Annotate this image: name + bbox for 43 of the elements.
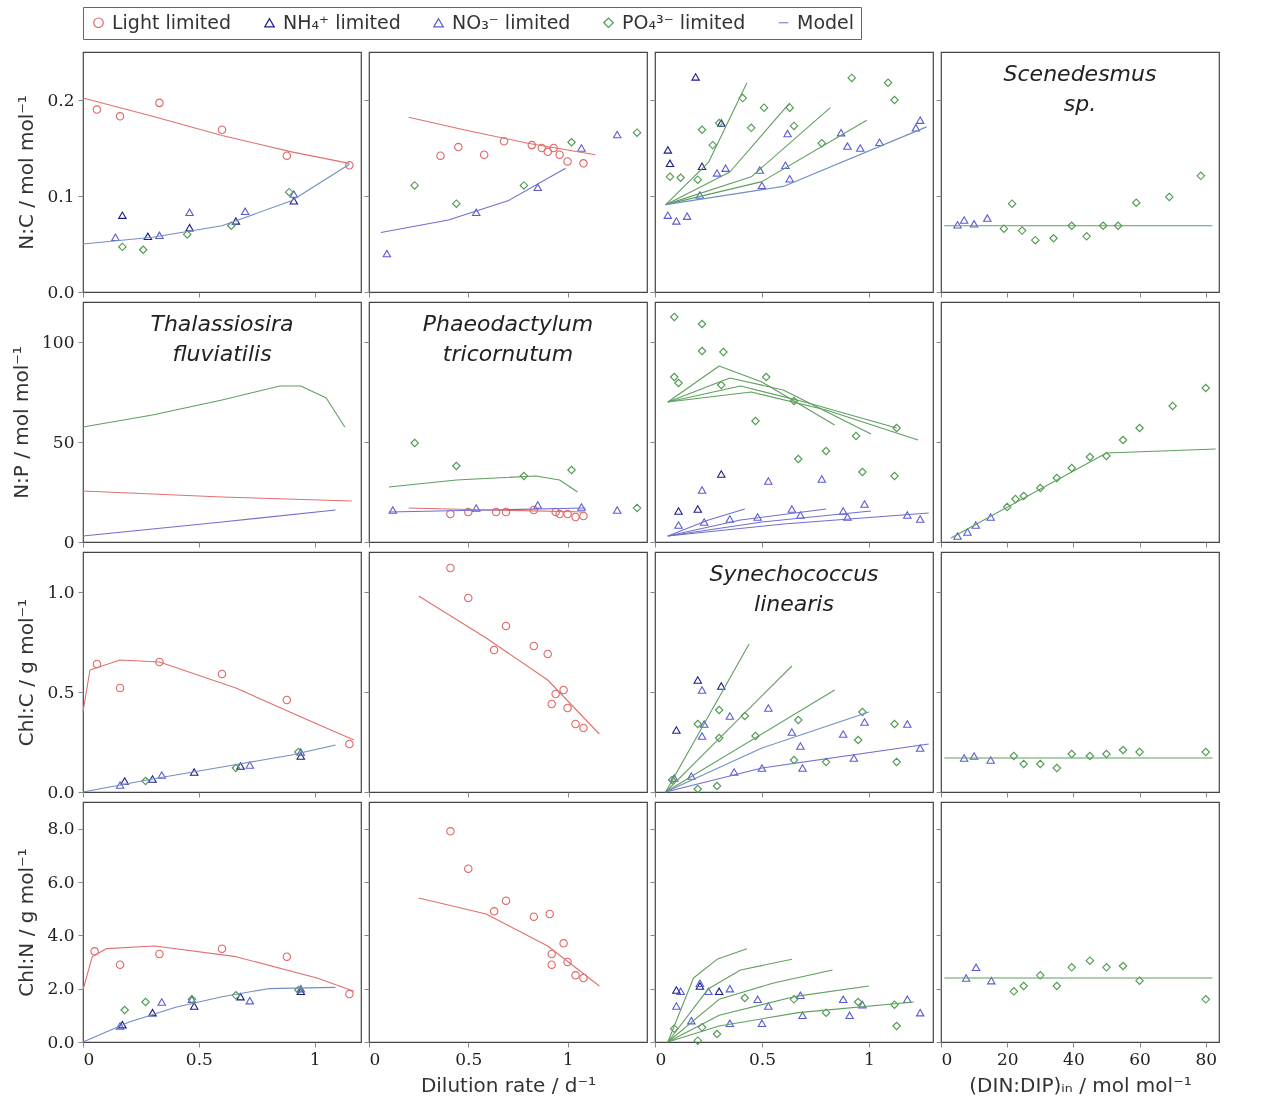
x-tick-label: 1 (562, 1048, 574, 1069)
legend-label: Light limited (112, 10, 232, 33)
y-tick-label: 1.0 (47, 581, 75, 602)
y-tick-label: 0.0 (47, 781, 75, 802)
y-axis-title: N:C / mol mol⁻¹ (14, 95, 39, 250)
annotation: Scenedesmus sp. (1003, 61, 1157, 116)
x-tick-label: 0 (655, 1048, 667, 1069)
x-tick-label: 0.5 (455, 1048, 483, 1069)
x-tick-label: 0.5 (748, 1048, 776, 1069)
x-tick-label: 0 (369, 1048, 381, 1069)
y-axis-title: Chl:C / g mol⁻¹ (14, 598, 39, 747)
annotation: Phaeodactylum tricornutum (422, 311, 594, 366)
x-tick-label: 0.5 (185, 1048, 213, 1069)
y-tick-label: 0.0 (47, 281, 75, 302)
x-tick-label: 1 (863, 1048, 875, 1069)
legend-label: PO₄³⁻ limited (622, 10, 746, 33)
annotation: Thalassiosira fluviatilis (150, 311, 294, 366)
y-axis-title: N:P / mol mol⁻¹ (9, 346, 34, 499)
legend-label: NO₃⁻ limited (452, 10, 571, 33)
legend-label: Model (797, 10, 855, 33)
y-tick-label: 6.0 (47, 871, 75, 892)
x-tick-label: 20 (996, 1048, 1019, 1069)
x-axis-title: (DIN:DIP)ᵢₙ / mol mol⁻¹ (969, 1072, 1192, 1097)
y-axis-title: Chl:N / g mol⁻¹ (14, 848, 39, 997)
y-tick-label: 0.1 (47, 185, 75, 206)
x-tick-label: 0 (83, 1048, 95, 1069)
y-tick-label: 100 (42, 331, 75, 352)
x-tick-label: 60 (1129, 1048, 1151, 1069)
legend-label: NH₄⁺ limited (283, 10, 401, 33)
annotation: Synechococcus linearis (709, 561, 879, 616)
y-tick-label: 0.0 (47, 1031, 75, 1052)
y-tick-label: 0 (63, 531, 75, 552)
x-tick-label: 0 (941, 1048, 953, 1069)
x-tick-label: 1 (309, 1048, 321, 1069)
y-tick-label: 2.0 (47, 978, 75, 999)
y-tick-label: 8.0 (47, 818, 75, 839)
y-tick-label: 4.0 (47, 924, 75, 945)
x-axis-title: Dilution rate / d⁻¹ (420, 1072, 597, 1097)
y-tick-label: 50 (52, 431, 75, 452)
x-tick-label: 40 (1063, 1048, 1085, 1069)
y-tick-label: 0.2 (47, 89, 75, 110)
x-tick-label: 80 (1195, 1048, 1218, 1069)
y-tick-label: 0.5 (47, 681, 75, 702)
